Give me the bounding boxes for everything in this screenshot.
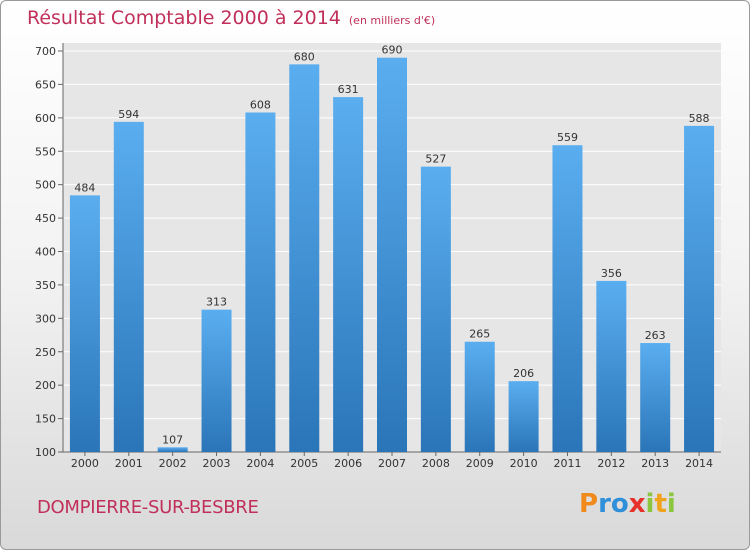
- logo-letter: t: [654, 489, 667, 519]
- bar-2006: [333, 97, 364, 453]
- x-tick-label-2005: 2005: [290, 457, 318, 470]
- bar-2013: [640, 343, 671, 452]
- y-tick-label: 450: [35, 212, 56, 225]
- proxiti-logo: Proxiti: [579, 489, 676, 519]
- value-label-2010: 206: [513, 367, 534, 380]
- bar-2002: [157, 447, 188, 452]
- y-tick-label: 700: [35, 45, 56, 58]
- logo-letter: r: [598, 489, 611, 519]
- x-tick-label-2011: 2011: [553, 457, 581, 470]
- value-label-2003: 313: [206, 296, 227, 309]
- value-label-2000: 484: [74, 181, 95, 194]
- logo-letter: P: [579, 489, 599, 519]
- bar-2008: [420, 166, 451, 452]
- title-row: Résultat Comptable 2000 à 2014 (en millie…: [27, 7, 435, 29]
- x-tick-label-2008: 2008: [422, 457, 450, 470]
- bar-2005: [289, 64, 320, 452]
- chart-title: Résultat Comptable 2000 à 2014: [27, 7, 341, 29]
- bar-2007: [377, 57, 407, 452]
- y-tick-label: 350: [35, 279, 56, 292]
- x-tick-label-2013: 2013: [641, 457, 669, 470]
- x-tick-label-2002: 2002: [159, 457, 187, 470]
- x-tick-label-2004: 2004: [246, 457, 274, 470]
- bar-2011: [552, 145, 583, 453]
- y-tick-label: 300: [35, 312, 56, 325]
- y-tick-label: 400: [35, 246, 56, 259]
- y-tick-label: 100: [35, 446, 56, 459]
- bar-2009: [464, 341, 495, 452]
- y-tick-label: 250: [35, 346, 56, 359]
- value-label-2013: 263: [645, 329, 666, 342]
- x-tick-label-2009: 2009: [466, 457, 494, 470]
- y-tick-label: 150: [35, 413, 56, 426]
- value-label-2006: 631: [338, 83, 359, 96]
- logo-letter: x: [628, 489, 646, 519]
- y-tick-label: 650: [35, 78, 56, 91]
- bar-2000: [69, 195, 100, 453]
- logo-letter: i: [666, 489, 676, 519]
- value-label-2014: 588: [689, 112, 710, 125]
- chart-subtitle: (en milliers d'€): [348, 14, 436, 27]
- logo-letter: i: [645, 489, 655, 519]
- x-tick-label-2012: 2012: [597, 457, 625, 470]
- value-label-2007: 690: [382, 44, 403, 57]
- value-label-2005: 680: [294, 50, 315, 63]
- bar-2012: [596, 280, 627, 452]
- bar-2014: [684, 125, 715, 452]
- value-label-2009: 265: [469, 328, 490, 341]
- x-tick-label-2001: 2001: [115, 457, 143, 470]
- value-label-2004: 608: [250, 98, 271, 111]
- value-label-2012: 356: [601, 267, 622, 280]
- y-tick-label: 550: [35, 145, 56, 158]
- x-tick-label-2007: 2007: [378, 457, 406, 470]
- value-label-2008: 527: [425, 153, 446, 166]
- bar-2010: [508, 381, 539, 452]
- value-label-2011: 559: [557, 131, 578, 144]
- x-tick-label-2000: 2000: [71, 457, 99, 470]
- bar-2001: [113, 121, 144, 453]
- y-tick-label: 200: [35, 379, 56, 392]
- x-tick-label-2014: 2014: [685, 457, 713, 470]
- x-tick-label-2003: 2003: [203, 457, 231, 470]
- y-tick-label: 500: [35, 179, 56, 192]
- bar-2004: [245, 112, 276, 452]
- value-label-2001: 594: [118, 108, 139, 121]
- bar-2003: [201, 309, 232, 452]
- y-tick-label: 600: [35, 112, 56, 125]
- logo-letter: o: [610, 489, 629, 519]
- x-tick-label-2006: 2006: [334, 457, 362, 470]
- city-name: DOMPIERRE-SUR-BESBRE: [37, 497, 259, 518]
- x-tick-label-2010: 2010: [510, 457, 538, 470]
- value-label-2002: 107: [162, 433, 183, 446]
